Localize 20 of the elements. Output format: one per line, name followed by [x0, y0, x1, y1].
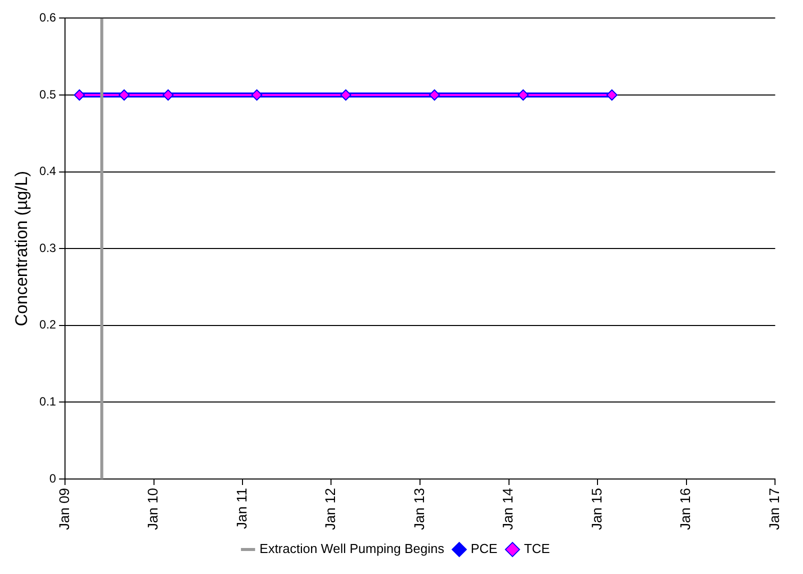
- x-tick-label: Jan 15: [588, 488, 604, 530]
- y-axis-title: Concentration (µg/L): [12, 170, 31, 326]
- y-tick-label: 0.3: [39, 240, 56, 255]
- legend-label: PCE: [470, 541, 498, 556]
- legend-label: TCE: [524, 541, 550, 556]
- x-tick-label: Jan 10: [144, 488, 161, 530]
- x-tick-label: Jan 16: [677, 488, 694, 530]
- legend-label: Extraction Well Pumping Begins: [260, 541, 445, 556]
- y-tick-label: 0.5: [39, 87, 56, 102]
- y-tick-label: 0.4: [39, 164, 56, 178]
- x-tick-label: Jan 17: [766, 488, 782, 530]
- y-tick-label: 0.2: [39, 318, 56, 332]
- y-tick-label: 0: [49, 471, 56, 486]
- y-tick-label: 0.6: [39, 10, 56, 25]
- y-tick-label: 0.1: [39, 394, 56, 408]
- x-tick-label: Jan 11: [233, 488, 250, 529]
- x-tick-label: Jan 12: [322, 488, 338, 530]
- x-tick-label: Jan 13: [411, 488, 427, 530]
- x-tick-label: Jan 14: [500, 488, 516, 530]
- x-tick-label: Jan 09: [56, 488, 72, 530]
